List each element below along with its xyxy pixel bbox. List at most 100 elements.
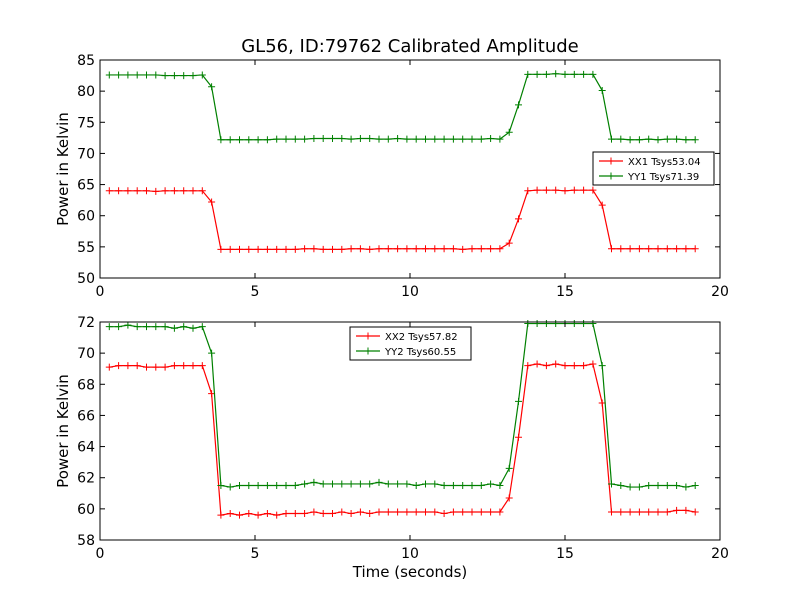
data-point [440, 135, 448, 143]
data-point [626, 245, 634, 253]
data-point [310, 245, 318, 253]
data-point [654, 482, 662, 489]
data-point [580, 186, 588, 194]
data-point [338, 245, 346, 253]
data-point [384, 245, 392, 253]
data-point [691, 508, 699, 516]
data-point [468, 135, 476, 143]
data-point [115, 71, 123, 79]
data-point [133, 323, 141, 331]
series-line-1 [109, 189, 696, 250]
data-point [301, 245, 309, 253]
data-point [124, 362, 132, 370]
data-point [673, 135, 681, 143]
x-tick-label: 5 [251, 284, 260, 300]
x-tick-label: 20 [711, 546, 729, 562]
data-point [589, 360, 597, 368]
data-point [691, 136, 699, 144]
data-point [161, 323, 169, 331]
data-point [654, 245, 662, 253]
y-tick-label: 75 [77, 115, 95, 131]
data-point [552, 360, 560, 368]
data-point [329, 480, 336, 488]
legend: XX2 Tsys57.82 YY2 Tsys60.55 [349, 326, 472, 361]
data-point [217, 136, 225, 144]
data-point [561, 187, 569, 195]
data-point [319, 134, 327, 142]
data-point [440, 510, 448, 518]
figure-title: GL56, ID:79762 Calibrated Amplitude [241, 36, 579, 57]
y-tick-label: 72 [77, 315, 95, 331]
data-point [580, 320, 588, 328]
x-axis-label: Time (seconds) [352, 563, 468, 581]
data-point [542, 362, 550, 370]
data-point [291, 510, 299, 518]
data-point [477, 482, 485, 489]
data-point [217, 482, 225, 489]
data-point [273, 511, 281, 519]
data-point [208, 198, 216, 206]
data-point [403, 480, 411, 488]
x-tick-label: 15 [556, 546, 574, 562]
data-point [143, 323, 150, 331]
data-point [477, 508, 485, 516]
data-point [347, 510, 355, 518]
data-point [170, 362, 178, 370]
data-point [394, 134, 402, 142]
y-tick-label: 85 [77, 53, 95, 69]
data-point [570, 186, 578, 194]
legend-label: XX2 Tsys57.82 [385, 332, 458, 343]
data-point [589, 70, 597, 78]
data-point [561, 70, 569, 78]
legend-box [592, 151, 715, 186]
data-point [635, 136, 643, 144]
data-point [143, 363, 150, 371]
data-point [105, 323, 113, 331]
x-tick-label: 5 [251, 546, 260, 562]
data-point [403, 508, 411, 516]
data-point [663, 245, 671, 253]
data-point [143, 71, 150, 79]
data-point [115, 187, 123, 195]
data-point [645, 135, 653, 143]
legend-label: YY2 Tsys60.55 [384, 347, 456, 358]
data-point [338, 508, 346, 516]
data-point [375, 508, 383, 516]
y-tick-label: 66 [77, 408, 95, 424]
data-point [645, 482, 653, 489]
data-point [180, 187, 188, 195]
data-point [570, 320, 578, 328]
data-point [347, 135, 355, 143]
data-point [198, 362, 206, 370]
data-point [654, 136, 662, 144]
data-point [691, 482, 699, 489]
data-point [412, 508, 420, 516]
data-point [403, 245, 411, 253]
data-point [282, 510, 290, 518]
data-point [542, 70, 550, 78]
y-tick-label: 70 [77, 146, 95, 162]
data-point [115, 323, 123, 331]
data-point [180, 362, 188, 370]
data-point [226, 510, 234, 518]
x-tick-label: 10 [401, 284, 419, 300]
data-point [161, 363, 169, 371]
data-point [524, 70, 532, 78]
data-point [329, 245, 336, 253]
data-point [682, 136, 690, 144]
data-point [208, 349, 216, 357]
data-point [598, 362, 606, 370]
data-point [635, 508, 643, 516]
data-point [533, 360, 541, 368]
data-point [245, 136, 253, 144]
y-tick-label: 60 [77, 502, 95, 518]
x-tick-label: 0 [96, 546, 105, 562]
data-point [496, 245, 504, 253]
data-point [626, 136, 634, 144]
data-point [310, 478, 318, 486]
y-tick-label: 58 [77, 533, 95, 549]
data-point [375, 245, 383, 253]
x-tick-label: 0 [96, 284, 105, 300]
data-point [608, 245, 615, 253]
